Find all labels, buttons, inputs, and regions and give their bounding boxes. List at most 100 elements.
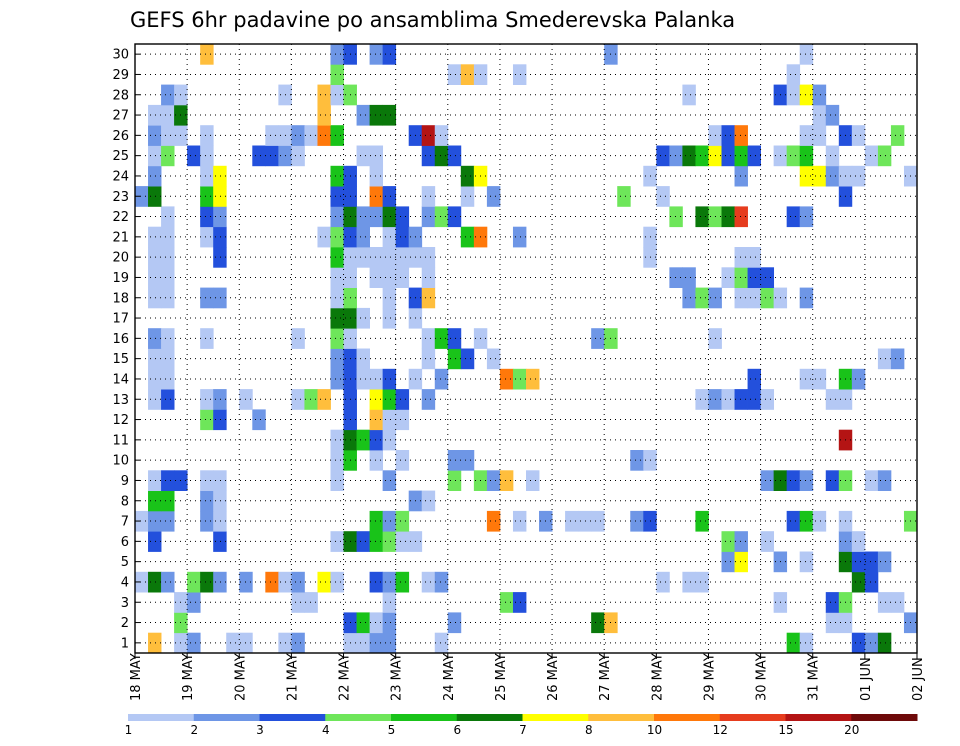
heatmap-cell [799, 632, 814, 654]
heatmap-cell [369, 531, 384, 552]
x-tick-label: 19 MAY [181, 653, 196, 701]
heatmap-cell [356, 348, 370, 370]
heatmap-cell [434, 328, 449, 349]
heatmap-cell [291, 592, 305, 613]
heatmap-cell [421, 348, 436, 370]
heatmap-cell [148, 328, 162, 349]
heatmap-cell [200, 571, 214, 593]
heatmap-cell [330, 571, 344, 593]
heatmap-cell [148, 571, 162, 593]
heatmap-cell [304, 592, 318, 613]
heatmap-cell [369, 104, 384, 126]
heatmap-cell [447, 145, 462, 167]
heatmap-cell [161, 348, 175, 370]
colorbar-tick-label: 1 [125, 723, 133, 737]
y-tick-label: 5 [121, 555, 129, 570]
heatmap-cell [330, 531, 344, 552]
heatmap-cell [395, 510, 410, 532]
heatmap-cell [734, 551, 748, 573]
heatmap-cell [734, 287, 748, 309]
y-tick-label: 30 [112, 48, 129, 63]
heatmap-cell [721, 267, 735, 288]
heatmap-cell [695, 145, 709, 167]
heatmap-cell [799, 470, 814, 491]
x-tick-label: 26 MAY [546, 653, 561, 701]
heatmap-cell [382, 267, 397, 288]
heatmap-cell [369, 267, 384, 288]
heatmap-cell [213, 206, 227, 228]
heatmap-cell [421, 247, 436, 268]
heatmap-cell [656, 145, 670, 167]
heatmap-cell [148, 186, 162, 207]
heatmap-cell [148, 165, 162, 187]
heatmap-cell [161, 104, 175, 126]
heatmap-cell [799, 551, 814, 573]
heatmap-cell [356, 145, 370, 167]
heatmap-cell [382, 510, 397, 532]
heatmap-cell [591, 612, 605, 634]
heatmap-cell [382, 571, 397, 593]
heatmap-cell [864, 145, 879, 167]
heatmap-cell [851, 571, 866, 593]
heatmap-cell [760, 287, 775, 309]
heatmap-cell [890, 125, 905, 146]
heatmap-cell [669, 206, 683, 228]
heatmap-cell [825, 145, 840, 167]
heatmap-cell [825, 389, 840, 410]
heatmap-cell [682, 267, 696, 288]
heatmap-cell [890, 592, 905, 613]
heatmap-cell [135, 186, 149, 207]
heatmap-cell [734, 145, 748, 167]
heatmap-cell [877, 592, 892, 613]
heatmap-cell [369, 389, 384, 410]
heatmap-cell [747, 368, 761, 390]
heatmap-cell [421, 267, 436, 288]
heatmap-cell [395, 267, 410, 288]
y-tick-label: 23 [112, 190, 129, 205]
heatmap-cell [786, 510, 801, 532]
heatmap-cell [747, 247, 761, 268]
heatmap-cell [382, 44, 397, 65]
heatmap-cell [395, 571, 410, 593]
y-tick-label: 13 [112, 393, 129, 408]
heatmap-cell [851, 165, 866, 187]
heatmap-cell [382, 247, 397, 268]
heatmap-cell [656, 571, 670, 593]
heatmap-cell [148, 348, 162, 370]
heatmap-cell [330, 307, 344, 329]
heatmap-cell [630, 510, 644, 532]
heatmap-cell [161, 226, 175, 248]
heatmap-cell [265, 145, 279, 167]
y-tick-label: 29 [112, 68, 129, 83]
heatmap-cell [213, 510, 227, 532]
heatmap-cell [656, 186, 670, 207]
heatmap-cell [148, 267, 162, 288]
heatmap-cell [460, 186, 475, 207]
heatmap-cell [447, 348, 462, 370]
heatmap-cell [395, 247, 410, 268]
colorbar-swatch [128, 714, 195, 721]
heatmap-cell [213, 165, 227, 187]
heatmap-cell [851, 368, 866, 390]
y-tick-label: 3 [121, 596, 129, 611]
x-tick-label: 23 MAY [390, 653, 405, 701]
heatmap-cell [851, 125, 866, 146]
heatmap-cell [330, 226, 344, 248]
heatmap-cell [291, 571, 305, 593]
heatmap-cell [369, 571, 384, 593]
y-tick-label: 20 [112, 251, 129, 266]
colorbar-swatch [193, 714, 260, 721]
heatmap-cell [382, 368, 397, 390]
heatmap-cell [682, 287, 696, 309]
heatmap-cell [369, 409, 384, 431]
colorbar-tick-label: 5 [388, 723, 396, 737]
x-tick-label: 18 MAY [129, 653, 144, 701]
y-axis-member-labels: 1234567891011121314151617181920212223242… [112, 48, 140, 651]
heatmap-cell [161, 145, 175, 167]
heatmap-cell [486, 348, 501, 370]
heatmap-cell [382, 592, 397, 613]
x-tick-label: 30 MAY [755, 653, 770, 701]
colorbar-swatch [456, 714, 523, 721]
heatmap-cell [382, 612, 397, 634]
